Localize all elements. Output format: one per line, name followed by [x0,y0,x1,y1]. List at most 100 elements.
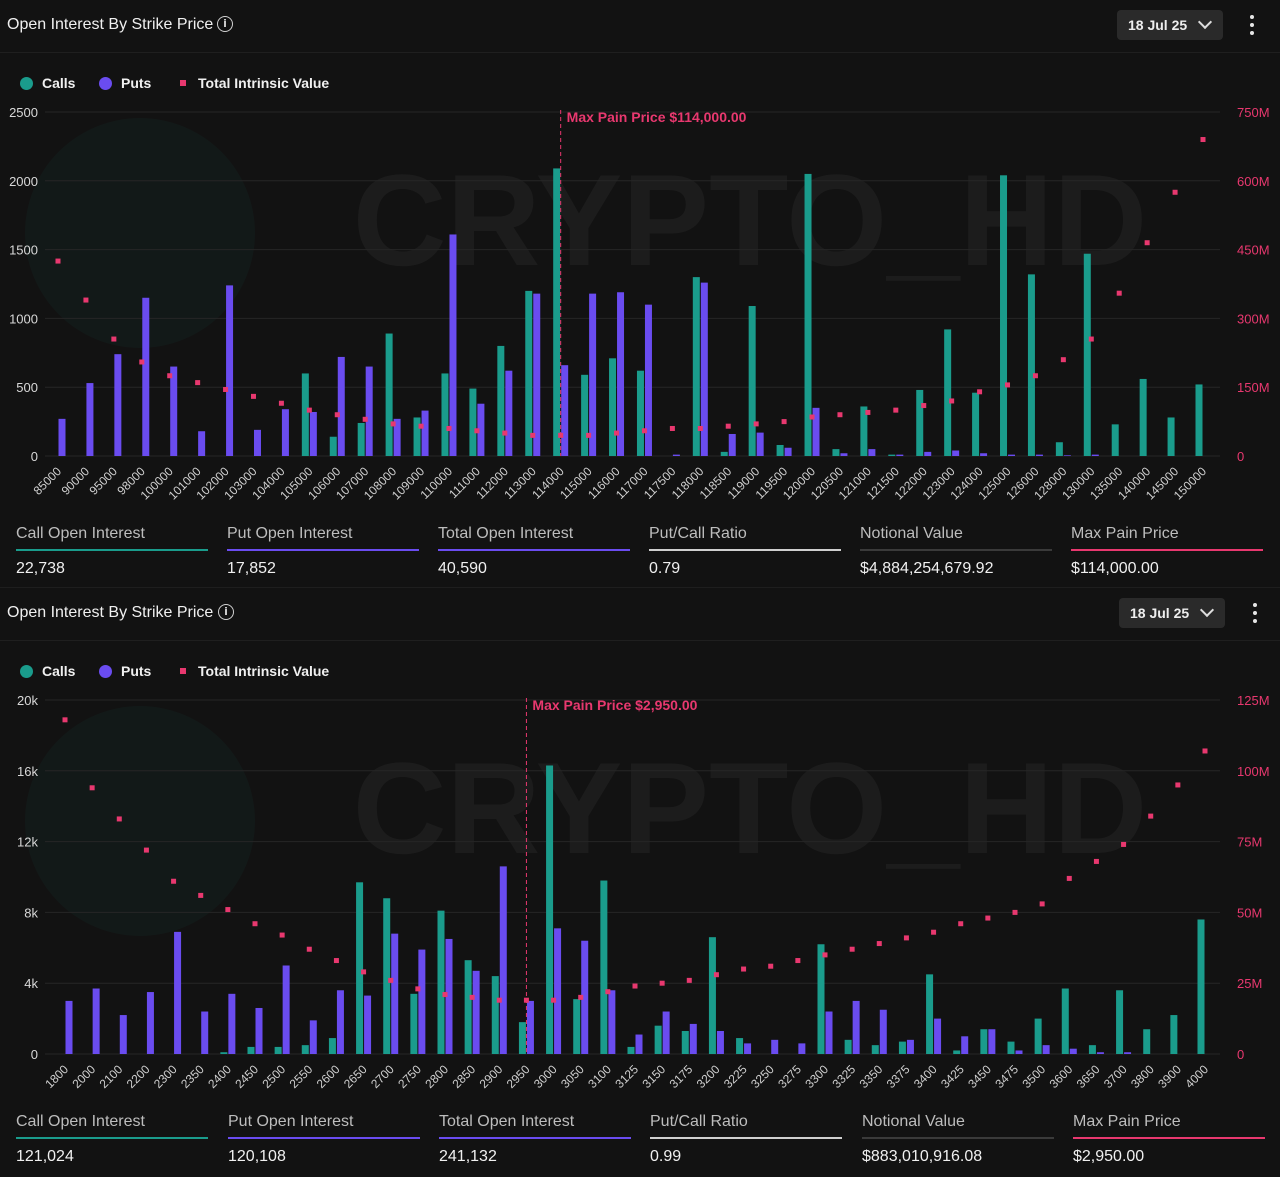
stat-label: Put Open Interest [227,525,353,542]
stat-max-pain-price: Max Pain Price $114,000.00 [1071,520,1263,578]
stat-value: 17,852 [227,560,276,577]
intrinsic-point [496,997,502,1003]
calls-bar [898,1041,906,1054]
intrinsic-point [768,963,774,969]
puts-bar [825,1011,833,1054]
y2-tick-label: 750M [1237,105,1270,120]
legend-label: Total Intrinsic Value [198,663,330,679]
date-dropdown[interactable]: 18 Jul 25 [1119,598,1225,628]
calls-bar [383,898,391,1054]
calls-bar [720,451,728,456]
calls-bar [274,1046,282,1054]
stat-value: 0.79 [649,560,681,577]
puts-bar [879,1009,887,1054]
legend-item-calls[interactable]: Calls [20,75,75,91]
calls-bar [1197,919,1205,1054]
intrinsic-point [753,421,759,427]
x-tick-label: 2600 [314,1062,343,1091]
puts-bar [226,285,234,456]
intrinsic-point [62,717,68,723]
intrinsic-point [415,986,421,992]
puts-bar [896,454,904,456]
puts-bar [1008,454,1016,456]
puts-bar [421,410,429,456]
puts-bar [142,297,150,456]
calls-bar [692,277,700,456]
intrinsic-point [1032,373,1038,379]
puts-bar [744,1043,752,1054]
x-tick-label: 95000 [86,464,120,498]
puts-bar [228,993,236,1054]
stat-value: 120,108 [228,1148,286,1165]
calls-bar [871,1045,879,1054]
info-icon[interactable]: i [217,16,233,32]
intrinsic-point [1200,137,1206,143]
more-options-icon[interactable] [1244,12,1260,38]
intrinsic-point [686,977,692,983]
puts-bar [174,931,182,1054]
calls-bar [1055,442,1063,456]
intrinsic-point [1039,901,1045,907]
legend-item-puts[interactable]: Puts [99,75,151,91]
puts-bar [1069,1048,1077,1054]
legend-label: Puts [121,663,152,679]
legend-item-calls[interactable]: Calls [20,663,75,679]
intrinsic-point [713,972,719,978]
info-icon[interactable]: i [218,604,234,620]
legend-label: Puts [121,75,152,91]
x-tick-label: 2200 [124,1062,153,1091]
intrinsic-point [1060,357,1066,363]
intrinsic-point [921,403,927,409]
stat-put-open-interest: Put Open Interest 120,108 [228,1108,420,1166]
calls-bar [546,765,554,1054]
puts-bar [961,1036,969,1054]
panel-title: Open Interest By Strike Price [7,16,214,33]
puts-bar [365,366,373,456]
puts-bar [282,965,290,1054]
stats-row: Call Open Interest 22,738 Put Open Intere… [0,520,1280,587]
puts-bar [119,1015,127,1054]
stat-label: Put Open Interest [228,1113,354,1130]
intrinsic-point [931,929,937,935]
puts-bar [201,1011,209,1054]
stat-underline [650,1137,842,1139]
stat-underline [439,1137,631,1139]
intrinsic-point [333,958,339,964]
stat-underline [438,549,630,551]
x-tick-label: 3175 [667,1062,696,1091]
x-tick-label: 1800 [42,1062,71,1091]
puts-bar [281,409,289,456]
calls-bar [469,388,477,456]
y2-tick-label: 75M [1237,835,1262,850]
legend-item-puts[interactable]: Puts [99,663,151,679]
intrinsic-swatch-icon [180,80,186,86]
y-tick-label: 500 [16,380,38,395]
y2-tick-label: 125M [1237,693,1270,708]
x-tick-label: 3450 [965,1062,994,1091]
x-tick-label: 3650 [1074,1062,1103,1091]
stat-underline [228,1137,420,1139]
calls-bar [980,1029,988,1054]
stat-put-call-ratio: Put/Call Ratio 0.99 [650,1108,842,1166]
intrinsic-point [1005,382,1011,388]
telegram-watermark-icon [25,706,255,936]
puts-bar [1124,1052,1132,1054]
calls-swatch-icon [20,77,33,90]
y-tick-label: 20k [17,693,38,708]
x-tick-label: 2650 [341,1062,370,1091]
intrinsic-point [388,977,394,983]
puts-bar [952,450,960,456]
calls-bar [385,333,393,456]
legend-item-intrinsic[interactable]: Total Intrinsic Value [180,663,329,679]
puts-bar [589,293,597,456]
legend-item-intrinsic[interactable]: Total Intrinsic Value [180,75,329,91]
stat-underline [16,1137,208,1139]
stat-underline [862,1137,1054,1139]
date-dropdown[interactable]: 18 Jul 25 [1117,10,1223,40]
intrinsic-point [198,892,204,898]
calls-bar [748,306,756,456]
intrinsic-point [741,966,747,972]
puts-bar [58,418,66,456]
more-options-icon[interactable] [1247,600,1263,626]
intrinsic-point [225,907,231,913]
